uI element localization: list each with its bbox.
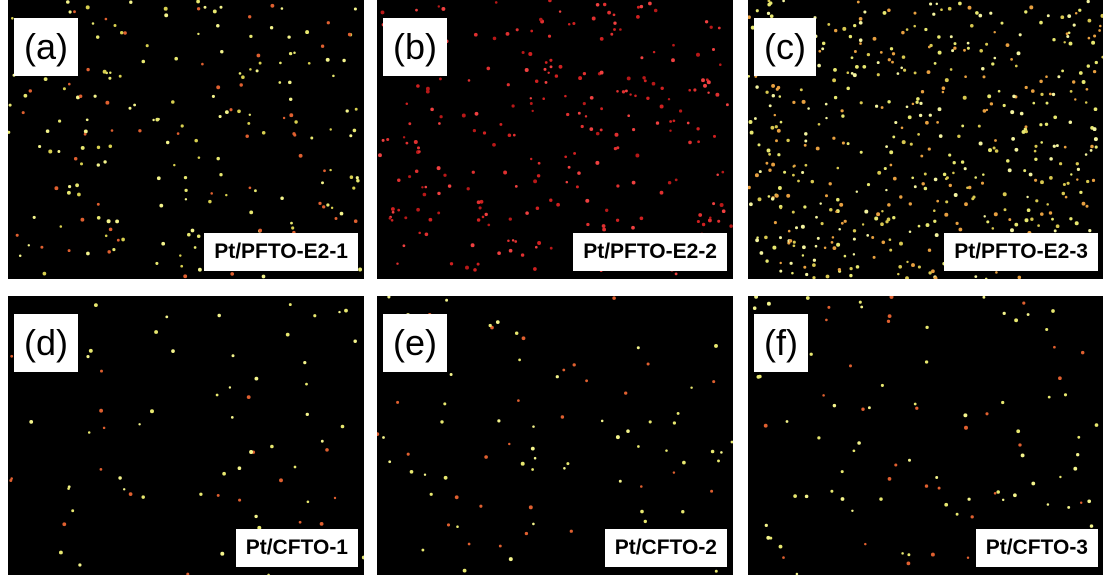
panel-letter: (c) bbox=[754, 18, 816, 76]
panel-letter: (e) bbox=[383, 314, 447, 372]
image-panel: (b) Pt/PFTO-E2-2 bbox=[377, 0, 733, 279]
sample-name: Pt/PFTO-E2-2 bbox=[573, 233, 727, 271]
figure: {"panels": [ {"letter": "(a)", "name": "… bbox=[0, 0, 1103, 575]
sample-name: Pt/CFTO-3 bbox=[976, 529, 1098, 567]
panel-letter: (b) bbox=[383, 18, 447, 76]
panel-letter: (f) bbox=[754, 314, 808, 372]
sample-name: Pt/PFTO-E2-1 bbox=[204, 233, 358, 271]
image-panel: (a) Pt/PFTO-E2-1 bbox=[8, 0, 364, 279]
panel-letter: (d) bbox=[14, 314, 78, 372]
image-panel: (d) Pt/CFTO-1 bbox=[8, 296, 364, 575]
image-panel: (e) Pt/CFTO-2 bbox=[377, 296, 733, 575]
sample-name: Pt/CFTO-1 bbox=[236, 529, 358, 567]
image-panel: (c) Pt/PFTO-E2-3 bbox=[748, 0, 1103, 279]
sample-name: Pt/PFTO-E2-3 bbox=[944, 233, 1098, 271]
image-panel: (f) Pt/CFTO-3 bbox=[748, 296, 1103, 575]
sample-name: Pt/CFTO-2 bbox=[605, 529, 727, 567]
panel-letter: (a) bbox=[14, 18, 78, 76]
